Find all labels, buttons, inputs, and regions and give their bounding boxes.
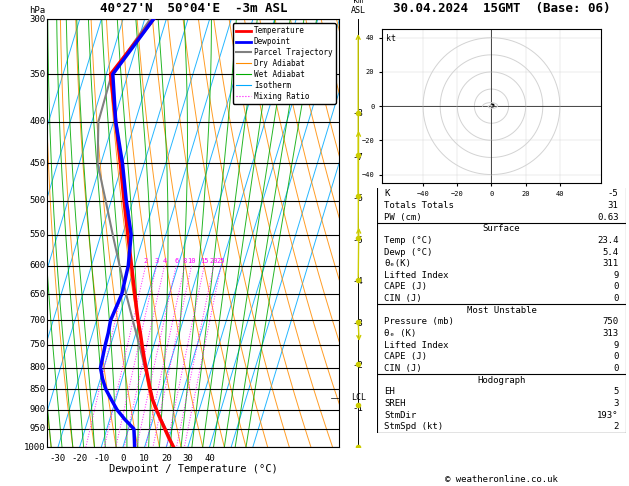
Text: 31: 31 xyxy=(608,201,618,210)
Text: 2: 2 xyxy=(143,258,148,263)
Text: km
ASL: km ASL xyxy=(351,0,365,15)
Text: Totals Totals: Totals Totals xyxy=(384,201,454,210)
Text: 400: 400 xyxy=(30,117,46,126)
Text: © weatheronline.co.uk: © weatheronline.co.uk xyxy=(445,474,558,484)
Text: StmSpd (kt): StmSpd (kt) xyxy=(384,422,443,431)
Text: 193°: 193° xyxy=(597,411,618,419)
Text: EH: EH xyxy=(384,387,395,396)
Text: kt: kt xyxy=(386,34,396,43)
Text: 8: 8 xyxy=(182,258,187,263)
Text: 350: 350 xyxy=(30,69,46,79)
Text: Most Unstable: Most Unstable xyxy=(467,306,537,315)
Text: 5.4: 5.4 xyxy=(602,247,618,257)
Text: -10: -10 xyxy=(93,453,109,463)
Text: -7: -7 xyxy=(353,153,364,162)
Text: -30: -30 xyxy=(50,453,66,463)
Text: 313: 313 xyxy=(602,329,618,338)
Text: -3: -3 xyxy=(353,319,364,328)
Text: 0: 0 xyxy=(613,352,618,362)
Text: 25: 25 xyxy=(217,258,225,263)
Text: 950: 950 xyxy=(30,424,46,434)
Text: 10: 10 xyxy=(139,453,150,463)
Text: 0: 0 xyxy=(613,294,618,303)
Text: 750: 750 xyxy=(602,317,618,327)
Text: 9: 9 xyxy=(613,341,618,350)
Text: Lifted Index: Lifted Index xyxy=(384,341,449,350)
Text: -2: -2 xyxy=(353,361,364,370)
Text: CIN (J): CIN (J) xyxy=(384,364,422,373)
Text: 900: 900 xyxy=(30,405,46,414)
Text: 0: 0 xyxy=(120,453,126,463)
Text: 6: 6 xyxy=(174,258,178,263)
X-axis label: Dewpoint / Temperature (°C): Dewpoint / Temperature (°C) xyxy=(109,464,277,474)
Text: 800: 800 xyxy=(30,364,46,372)
Text: 0: 0 xyxy=(613,282,618,292)
Text: 3: 3 xyxy=(154,258,159,263)
Text: 500: 500 xyxy=(30,196,46,206)
Legend: Temperature, Dewpoint, Parcel Trajectory, Dry Adiabat, Wet Adiabat, Isotherm, Mi: Temperature, Dewpoint, Parcel Trajectory… xyxy=(233,23,336,104)
Text: 550: 550 xyxy=(30,230,46,239)
Text: 40°27'N  50°04'E  -3m ASL: 40°27'N 50°04'E -3m ASL xyxy=(99,1,287,15)
Text: 3: 3 xyxy=(613,399,618,408)
Text: 9: 9 xyxy=(613,271,618,280)
Text: θₑ (K): θₑ (K) xyxy=(384,329,417,338)
Text: Dewp (°C): Dewp (°C) xyxy=(384,247,433,257)
Text: -5: -5 xyxy=(608,190,618,198)
Text: 850: 850 xyxy=(30,385,46,394)
Text: 40: 40 xyxy=(204,453,215,463)
Text: 30: 30 xyxy=(182,453,193,463)
Text: -1: -1 xyxy=(353,404,364,414)
Text: Temp (°C): Temp (°C) xyxy=(384,236,433,245)
Text: Pressure (mb): Pressure (mb) xyxy=(384,317,454,327)
Text: K: K xyxy=(384,190,390,198)
Text: 15: 15 xyxy=(200,258,209,263)
Text: 300: 300 xyxy=(30,15,46,24)
Text: 650: 650 xyxy=(30,290,46,298)
Text: -5: -5 xyxy=(353,236,364,245)
Text: 20: 20 xyxy=(209,258,218,263)
Text: -20: -20 xyxy=(72,453,87,463)
Text: 30.04.2024  15GMT  (Base: 06): 30.04.2024 15GMT (Base: 06) xyxy=(392,1,610,15)
Text: 10: 10 xyxy=(187,258,196,263)
Text: -4: -4 xyxy=(353,278,364,286)
Text: 700: 700 xyxy=(30,316,46,325)
Text: 600: 600 xyxy=(30,261,46,270)
Text: 2: 2 xyxy=(613,422,618,431)
Text: 750: 750 xyxy=(30,340,46,349)
Text: StmDir: StmDir xyxy=(384,411,417,419)
Text: Hodograph: Hodograph xyxy=(477,376,526,384)
Text: 0.63: 0.63 xyxy=(597,212,618,222)
Text: 23.4: 23.4 xyxy=(597,236,618,245)
Text: Lifted Index: Lifted Index xyxy=(384,271,449,280)
Text: 5: 5 xyxy=(613,387,618,396)
Text: CAPE (J): CAPE (J) xyxy=(384,282,428,292)
Text: 1: 1 xyxy=(126,258,130,263)
Text: θₑ(K): θₑ(K) xyxy=(384,259,411,268)
Text: PW (cm): PW (cm) xyxy=(384,212,422,222)
Text: 1000: 1000 xyxy=(24,443,46,451)
Text: CAPE (J): CAPE (J) xyxy=(384,352,428,362)
Text: 4: 4 xyxy=(162,258,167,263)
Text: 450: 450 xyxy=(30,159,46,168)
Text: 20: 20 xyxy=(161,453,172,463)
Text: 311: 311 xyxy=(602,259,618,268)
Text: Surface: Surface xyxy=(482,224,520,233)
Text: LCL: LCL xyxy=(351,393,365,402)
Text: CIN (J): CIN (J) xyxy=(384,294,422,303)
Text: hPa: hPa xyxy=(30,6,46,15)
Text: -6: -6 xyxy=(353,194,364,203)
Text: -8: -8 xyxy=(353,109,364,118)
Text: SREH: SREH xyxy=(384,399,406,408)
Text: 0: 0 xyxy=(613,364,618,373)
